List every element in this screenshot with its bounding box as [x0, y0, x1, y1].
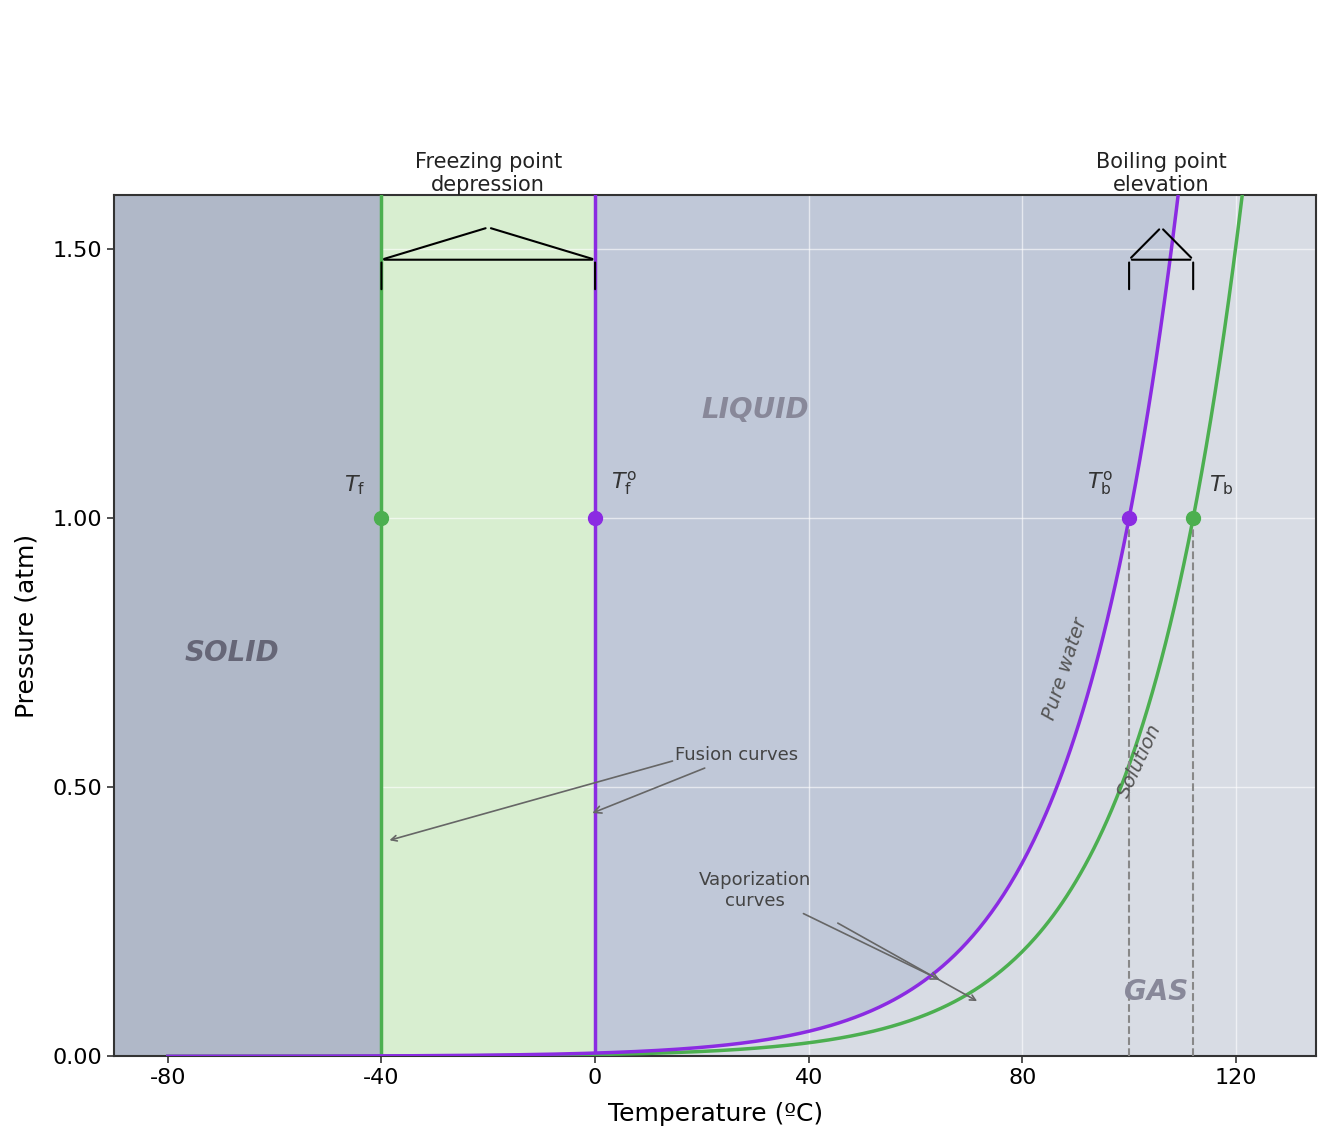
- Y-axis label: Pressure (atm): Pressure (atm): [15, 534, 39, 718]
- Text: $T_\mathrm{f}^\mathrm{o}$: $T_\mathrm{f}^\mathrm{o}$: [611, 469, 636, 496]
- Text: Solution: Solution: [1114, 720, 1165, 800]
- Text: Fusion curves: Fusion curves: [594, 746, 799, 814]
- Bar: [382, 195, 595, 1057]
- Text: Pure water: Pure water: [1040, 615, 1090, 722]
- Bar: [595, 195, 1316, 1057]
- Text: LIQUID: LIQUID: [701, 396, 809, 424]
- Text: $T_\mathrm{b}$: $T_\mathrm{b}$: [1209, 472, 1234, 496]
- Polygon shape: [382, 195, 595, 1057]
- Text: SOLID: SOLID: [185, 639, 280, 666]
- Text: Boiling point
elevation: Boiling point elevation: [1095, 152, 1226, 195]
- Text: $T_\mathrm{b}^\mathrm{o}$: $T_\mathrm{b}^\mathrm{o}$: [1087, 469, 1113, 496]
- Bar: [114, 195, 382, 1057]
- Text: Vaporization
curves: Vaporization curves: [699, 871, 938, 979]
- X-axis label: Temperature (ºC): Temperature (ºC): [608, 1102, 823, 1126]
- Text: Freezing point
depression: Freezing point depression: [415, 152, 562, 195]
- Polygon shape: [595, 195, 1182, 1053]
- Text: GAS: GAS: [1123, 978, 1189, 1005]
- Text: $T_\mathrm{f}$: $T_\mathrm{f}$: [345, 472, 366, 496]
- Bar: [114, 195, 382, 1057]
